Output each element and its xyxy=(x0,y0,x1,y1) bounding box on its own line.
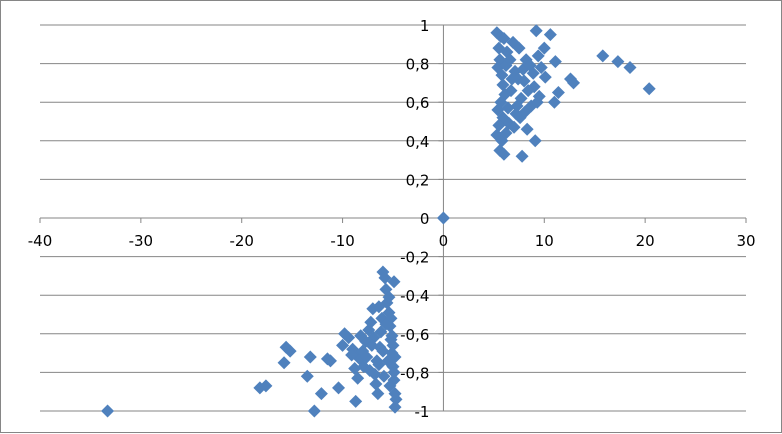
data-point xyxy=(351,371,365,385)
data-point xyxy=(623,60,637,74)
y-tick-label: -1 xyxy=(414,403,429,421)
data-point xyxy=(520,122,534,136)
data-point xyxy=(503,53,517,67)
data-point xyxy=(360,350,374,364)
data-point xyxy=(388,350,402,364)
data-point xyxy=(259,379,273,393)
data-point xyxy=(528,134,542,148)
data-point xyxy=(332,381,346,395)
x-tick-label: -20 xyxy=(229,232,254,250)
y-tick-label: 0,8 xyxy=(406,56,430,74)
y-tick-label: -0,8 xyxy=(400,364,429,382)
data-point xyxy=(307,404,321,418)
data-point xyxy=(342,331,356,345)
x-tick-label: -10 xyxy=(330,232,355,250)
data-point xyxy=(314,387,328,401)
y-tick-label: -0,6 xyxy=(400,326,429,344)
y-tick-label: -0,4 xyxy=(400,287,429,305)
data-point xyxy=(521,84,535,98)
x-tick-label: 30 xyxy=(736,232,755,250)
y-tick-label: -0,2 xyxy=(400,249,429,267)
data-point xyxy=(389,392,403,406)
y-tick-label: 0,2 xyxy=(406,171,430,189)
data-point xyxy=(385,329,399,343)
y-tick-label: 0 xyxy=(420,210,430,228)
data-point xyxy=(379,317,393,331)
data-point xyxy=(490,26,504,40)
data-point xyxy=(530,95,544,109)
data-point xyxy=(372,300,386,314)
data-point xyxy=(496,78,510,92)
data-point xyxy=(323,354,337,368)
data-point xyxy=(387,365,401,379)
data-point xyxy=(345,348,359,362)
data-point xyxy=(376,344,390,358)
data-point xyxy=(596,49,610,63)
data-point xyxy=(543,28,557,42)
data-point xyxy=(611,55,625,69)
data-point xyxy=(507,120,521,134)
data-point xyxy=(277,356,291,370)
data-point xyxy=(370,354,384,368)
data-point xyxy=(497,147,511,161)
data-point xyxy=(534,60,548,74)
data-point xyxy=(354,329,368,343)
gridlines xyxy=(40,24,746,412)
data-point xyxy=(388,400,402,414)
data-point xyxy=(492,118,506,132)
data-point xyxy=(369,377,383,391)
data-point xyxy=(547,95,561,109)
data-point xyxy=(526,66,540,80)
data-point xyxy=(300,369,314,383)
x-tick-label: 0 xyxy=(439,232,449,250)
data-point xyxy=(348,362,362,376)
x-tick-label: -40 xyxy=(28,232,53,250)
data-point xyxy=(371,387,385,401)
data-point xyxy=(548,55,562,69)
data-points xyxy=(101,24,656,418)
y-tick-label: 0,4 xyxy=(406,133,430,151)
data-point xyxy=(283,344,297,358)
data-point xyxy=(529,24,543,38)
data-point xyxy=(383,379,397,393)
data-point xyxy=(551,86,565,100)
data-point xyxy=(537,41,551,55)
data-point xyxy=(505,72,519,86)
data-point xyxy=(349,394,363,408)
data-point xyxy=(382,290,396,304)
data-point xyxy=(387,275,401,289)
data-point xyxy=(101,404,115,418)
data-point xyxy=(499,126,513,140)
x-tick-label: -30 xyxy=(129,232,154,250)
data-point xyxy=(512,41,526,55)
data-point xyxy=(386,338,400,352)
data-point xyxy=(495,68,509,82)
y-axis-tick-labels: -1 -0,8 -0,6 -0,4 -0,2 0 0,2 0,4 0,6 0,8 1 xyxy=(400,17,429,421)
data-point xyxy=(364,315,378,329)
y-tick-label: 0,6 xyxy=(406,94,430,112)
x-axis-tick-labels: -40 -30 -20 -10 0 10 20 30 xyxy=(28,232,756,250)
x-tick-label: 20 xyxy=(636,232,655,250)
data-point xyxy=(538,70,552,84)
y-tick-label: 1 xyxy=(420,17,430,35)
data-point xyxy=(567,76,581,90)
data-point xyxy=(510,99,524,113)
data-point xyxy=(515,149,529,163)
data-point xyxy=(363,363,377,377)
data-point xyxy=(517,74,531,88)
data-point xyxy=(336,338,350,352)
data-point xyxy=(642,82,656,96)
data-point xyxy=(436,211,450,225)
data-point xyxy=(377,369,391,383)
data-point xyxy=(531,49,545,63)
x-tick-label: 10 xyxy=(535,232,554,250)
data-point xyxy=(303,350,317,364)
data-point xyxy=(365,338,379,352)
data-point xyxy=(509,107,523,121)
data-point xyxy=(501,101,515,115)
